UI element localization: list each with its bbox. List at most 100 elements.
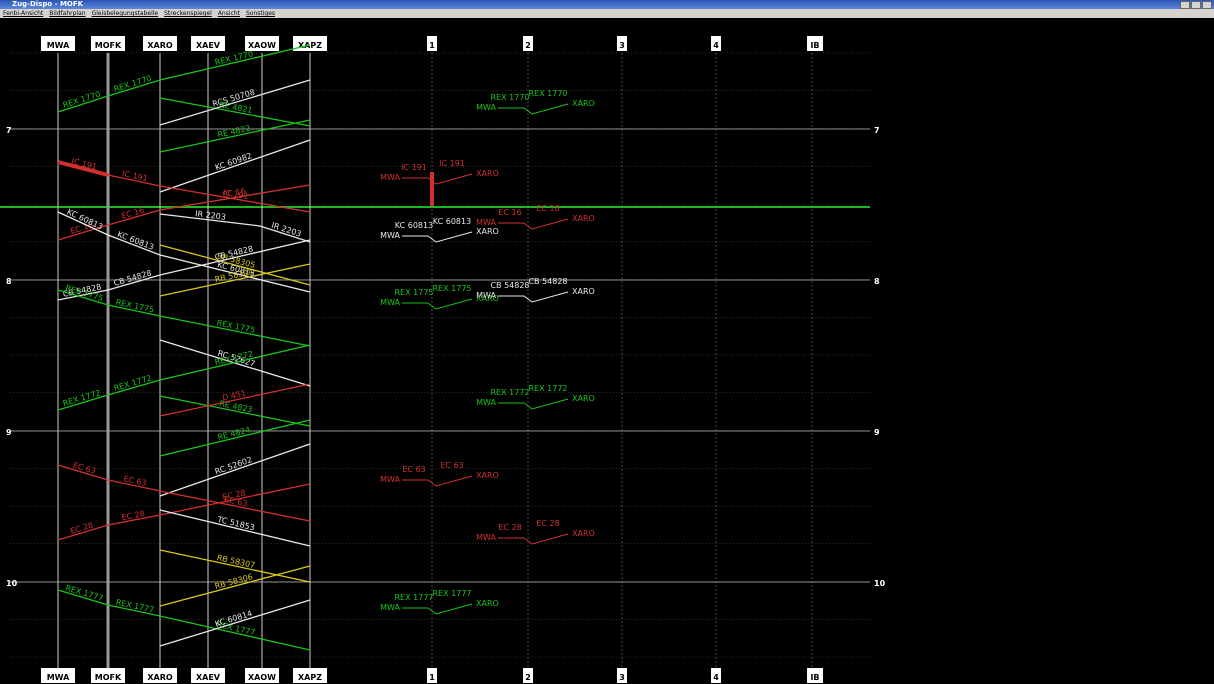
track-label: 2 [525, 41, 531, 50]
train-path [57, 289, 311, 347]
track-label: IB [810, 673, 819, 682]
entry-train: REX 1772 [491, 388, 530, 397]
track-label: 1 [429, 673, 435, 682]
minimize-button[interactable] [1180, 1, 1190, 9]
station-label: XAEV [196, 41, 221, 50]
train-label: REX 1775 [216, 318, 256, 334]
station-box [143, 36, 177, 51]
train-path [57, 589, 311, 651]
train-path [159, 244, 311, 286]
train-path [159, 263, 311, 297]
track-box [807, 668, 823, 683]
train-path [159, 395, 311, 427]
train-path [57, 211, 311, 293]
train-path-highlight [57, 160, 109, 177]
track-box [617, 668, 627, 683]
train-path [159, 549, 311, 583]
train-path [57, 44, 311, 113]
station-box [143, 668, 177, 683]
maximize-button[interactable] [1191, 1, 1201, 9]
train-label: REX 1775 [115, 298, 155, 315]
train-path [159, 565, 311, 607]
track-label: 1 [429, 41, 435, 50]
entry-to: XARO [572, 99, 595, 108]
track-box [427, 36, 437, 51]
menu-item[interactable]: Streckenspiegel [164, 10, 212, 17]
entry-from: MWA [476, 218, 496, 227]
train-path [57, 344, 311, 411]
station-label: MOFK [95, 41, 122, 50]
station-label: XARO [147, 673, 173, 682]
train-path [159, 599, 311, 647]
entry-train: REX 1772 [529, 384, 568, 393]
entry-train: EC 63 [402, 465, 425, 474]
station-box [191, 668, 225, 683]
entry-from: MWA [380, 231, 400, 240]
entry-train: EC 16 [536, 204, 559, 213]
track-box [427, 668, 437, 683]
track-box [617, 36, 627, 51]
entry-from: MWA [380, 298, 400, 307]
train-path [57, 483, 311, 541]
hour-label-right: 10 [874, 579, 886, 588]
window-title: Zug-Dispo - MOFK [12, 0, 84, 8]
train-path [57, 239, 311, 301]
menu-item[interactable]: Fenbi-Ansicht [3, 10, 44, 17]
entry-from: MWA [380, 475, 400, 484]
train-label: EC 28 [121, 509, 146, 522]
track-box [807, 36, 823, 51]
close-button[interactable] [1202, 1, 1212, 9]
entry-line [498, 218, 569, 230]
entry-line [498, 291, 569, 303]
entry-from: MWA [476, 533, 496, 542]
occupancy-bar [430, 172, 434, 206]
station-box [91, 668, 125, 683]
entry-train: IC 191 [401, 163, 427, 172]
entry-train: EC 16 [498, 208, 521, 217]
train-label: TC 51853 [216, 515, 256, 533]
train-label: REX 1772 [113, 373, 153, 392]
menu-item[interactable]: Ansicht [217, 10, 240, 17]
entry-to: XARO [476, 227, 499, 236]
train-path [57, 464, 311, 522]
station-box [245, 36, 279, 51]
entry-line [402, 173, 473, 185]
entry-train: REX 1770 [491, 93, 530, 102]
entry-to: XARO [572, 394, 595, 403]
entry-from: MWA [476, 103, 496, 112]
entry-from: MWA [476, 291, 496, 300]
entry-to: XARO [476, 471, 499, 480]
entry-line [402, 475, 473, 487]
entry-train: REX 1770 [529, 89, 568, 98]
station-label: XAOW [248, 673, 276, 682]
track-box [523, 668, 533, 683]
entry-line [402, 231, 473, 243]
menu-item[interactable]: Gleisbelegungstabelle [91, 10, 159, 17]
station-box [191, 36, 225, 51]
track-label: 4 [713, 673, 719, 682]
entry-to: XARO [476, 294, 499, 303]
station-box [41, 36, 75, 51]
station-label: XAOW [248, 41, 276, 50]
hour-label-left: 9 [6, 428, 12, 437]
entry-to: XARO [572, 214, 595, 223]
train-label: REX 1770 [62, 89, 102, 109]
track-label: 3 [619, 41, 625, 50]
entry-train: CB 54828 [490, 281, 529, 290]
entry-train: REX 1777 [433, 589, 472, 598]
menu-item[interactable]: Bildfahrplan [49, 10, 86, 17]
station-label: MWA [47, 673, 70, 682]
train-label: IR 2203 [270, 221, 302, 239]
track-box [711, 36, 721, 51]
hour-label-left: 10 [6, 579, 18, 588]
menu-item[interactable]: Sonstiges [245, 10, 276, 17]
train-label: EC 16 [222, 187, 247, 200]
train-label: RE 4824 [217, 425, 252, 442]
entry-train: REX 1775 [433, 284, 472, 293]
train-label: REX 1777 [115, 598, 155, 615]
station-box [41, 668, 75, 683]
track-label: 2 [525, 673, 531, 682]
entry-train: EC 28 [498, 523, 521, 532]
entry-train: REX 1775 [395, 288, 434, 297]
station-label: MWA [47, 41, 70, 50]
